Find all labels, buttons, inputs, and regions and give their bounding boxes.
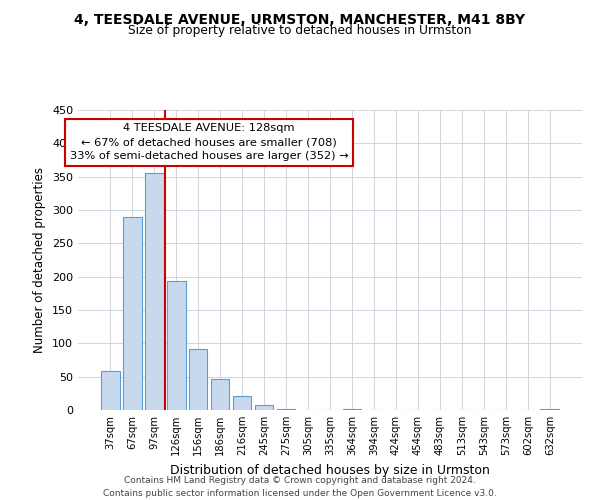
Bar — [541, 408, 559, 410]
Text: 4 TEESDALE AVENUE: 128sqm
← 67% of detached houses are smaller (708)
33% of semi: 4 TEESDALE AVENUE: 128sqm ← 67% of detac… — [70, 124, 349, 162]
Bar — [189, 348, 208, 410]
Bar — [233, 396, 251, 410]
Text: Size of property relative to detached houses in Urmston: Size of property relative to detached ho… — [128, 24, 472, 37]
Bar — [123, 218, 142, 410]
Bar — [211, 380, 229, 410]
Text: Contains HM Land Registry data © Crown copyright and database right 2024.
Contai: Contains HM Land Registry data © Crown c… — [103, 476, 497, 498]
Bar — [145, 174, 164, 410]
Bar — [277, 408, 295, 410]
Bar — [255, 404, 274, 410]
Bar — [167, 282, 185, 410]
Bar — [343, 408, 361, 410]
X-axis label: Distribution of detached houses by size in Urmston: Distribution of detached houses by size … — [170, 464, 490, 476]
Text: 4, TEESDALE AVENUE, URMSTON, MANCHESTER, M41 8BY: 4, TEESDALE AVENUE, URMSTON, MANCHESTER,… — [74, 12, 526, 26]
Y-axis label: Number of detached properties: Number of detached properties — [34, 167, 46, 353]
Bar — [101, 370, 119, 410]
